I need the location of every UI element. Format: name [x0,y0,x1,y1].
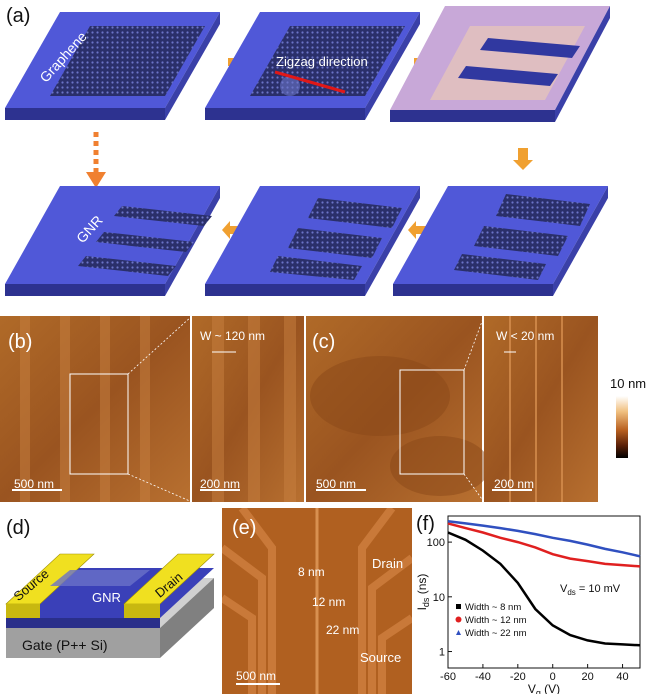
substrate-3 [390,6,610,122]
y-tick-label: 10 [433,592,445,604]
panel-e-12nm: 12 nm [312,595,345,609]
panel-f-chart: (f) -60 -40 -20 0 20 40 1 10 100 Vg (V) Ids (ns) Vd… [415,513,641,694]
graphene-sheet [50,26,205,96]
afm-b-main: (b) 500 nm [0,316,190,502]
y-tick-label: 100 [427,537,445,549]
panel-b-width: W ~ 120 nm [200,329,265,343]
legend-marker [455,616,462,623]
legend-marker [456,630,461,635]
legend-entry: Width ~ 22 nm [465,628,527,639]
panel-e-8nm: 8 nm [298,565,325,579]
dashed-arrow-icon [86,132,106,188]
x-axis-label: Vg (V) [528,682,560,694]
panel-b-zoom-scale: 200 nm [200,477,240,491]
arrow-down-icon [513,148,533,170]
panel-e-drain: Drain [372,556,403,571]
x-tick-label: 40 [616,671,628,683]
panel-e-source: Source [360,650,401,665]
panel-a: (a) Graphene Zigzag direction [5,5,610,296]
panel-e-scale: 500 nm [236,669,276,683]
colorbar-label: 10 nm [610,376,646,391]
gnr-device-label: GNR [92,590,121,605]
legend-entry: Width ~ 12 nm [465,615,527,626]
substrate-5 [205,186,420,296]
panel-a-label: (a) [6,5,30,27]
panel-d-label: (d) [6,517,30,539]
panel-b-label: (b) [8,331,32,353]
x-tick-label: 0 [550,671,556,683]
vds-annotation: Vds = 10 mV [560,583,621,597]
panel-c-scale: 500 nm [316,477,356,491]
substrate-2: Zigzag direction [205,12,420,120]
x-tick-label: -20 [510,671,526,683]
series-line-2 [447,522,641,568]
y-tick-label: 1 [439,647,445,659]
afm-c-main: (c) 500 nm [306,316,490,502]
afm-b-zoom: W ~ 120 nm 200 nm [192,316,304,502]
x-tick-label: -40 [475,671,491,683]
substrate-6: GNR [5,186,220,296]
series-line-1 [447,531,641,647]
legend-marker [456,604,461,609]
panel-c-label: (c) [312,331,335,353]
x-tick-label: 20 [582,671,594,683]
series-line-3 [447,520,641,558]
panel-f-label: (f) [416,513,435,535]
panel-e: (e) Drain 8 nm 12 nm 22 nm Source 500 nm [222,508,412,694]
y-axis-label: Ids (ns) [415,574,431,611]
x-tick-label: -60 [440,671,456,683]
arrow-left-icon [408,221,432,239]
zigzag-label: Zigzag direction [276,54,368,69]
panel-c-width: W < 20 nm [496,329,554,343]
substrate-4 [393,186,608,296]
colorbar [616,396,628,458]
panel-b-scale: 500 nm [14,477,54,491]
panel-e-22nm: 22 nm [326,623,359,637]
afm-panels: (b) 500 nm W ~ 120 nm 200 nm (c) 500 nm … [0,316,646,502]
panel-e-label: (e) [232,517,256,539]
substrate-1: Graphene [5,12,220,120]
panel-c-zoom-scale: 200 nm [494,477,534,491]
arrow-left-icon [222,221,246,239]
legend-entry: Width ~ 8 nm [465,602,521,613]
gate-label: Gate (P++ Si) [22,637,108,653]
panel-d: (d) Source Drain GNR Gate (P++ Si) [5,517,215,658]
afm-c-zoom: W < 20 nm 200 nm [484,316,598,502]
